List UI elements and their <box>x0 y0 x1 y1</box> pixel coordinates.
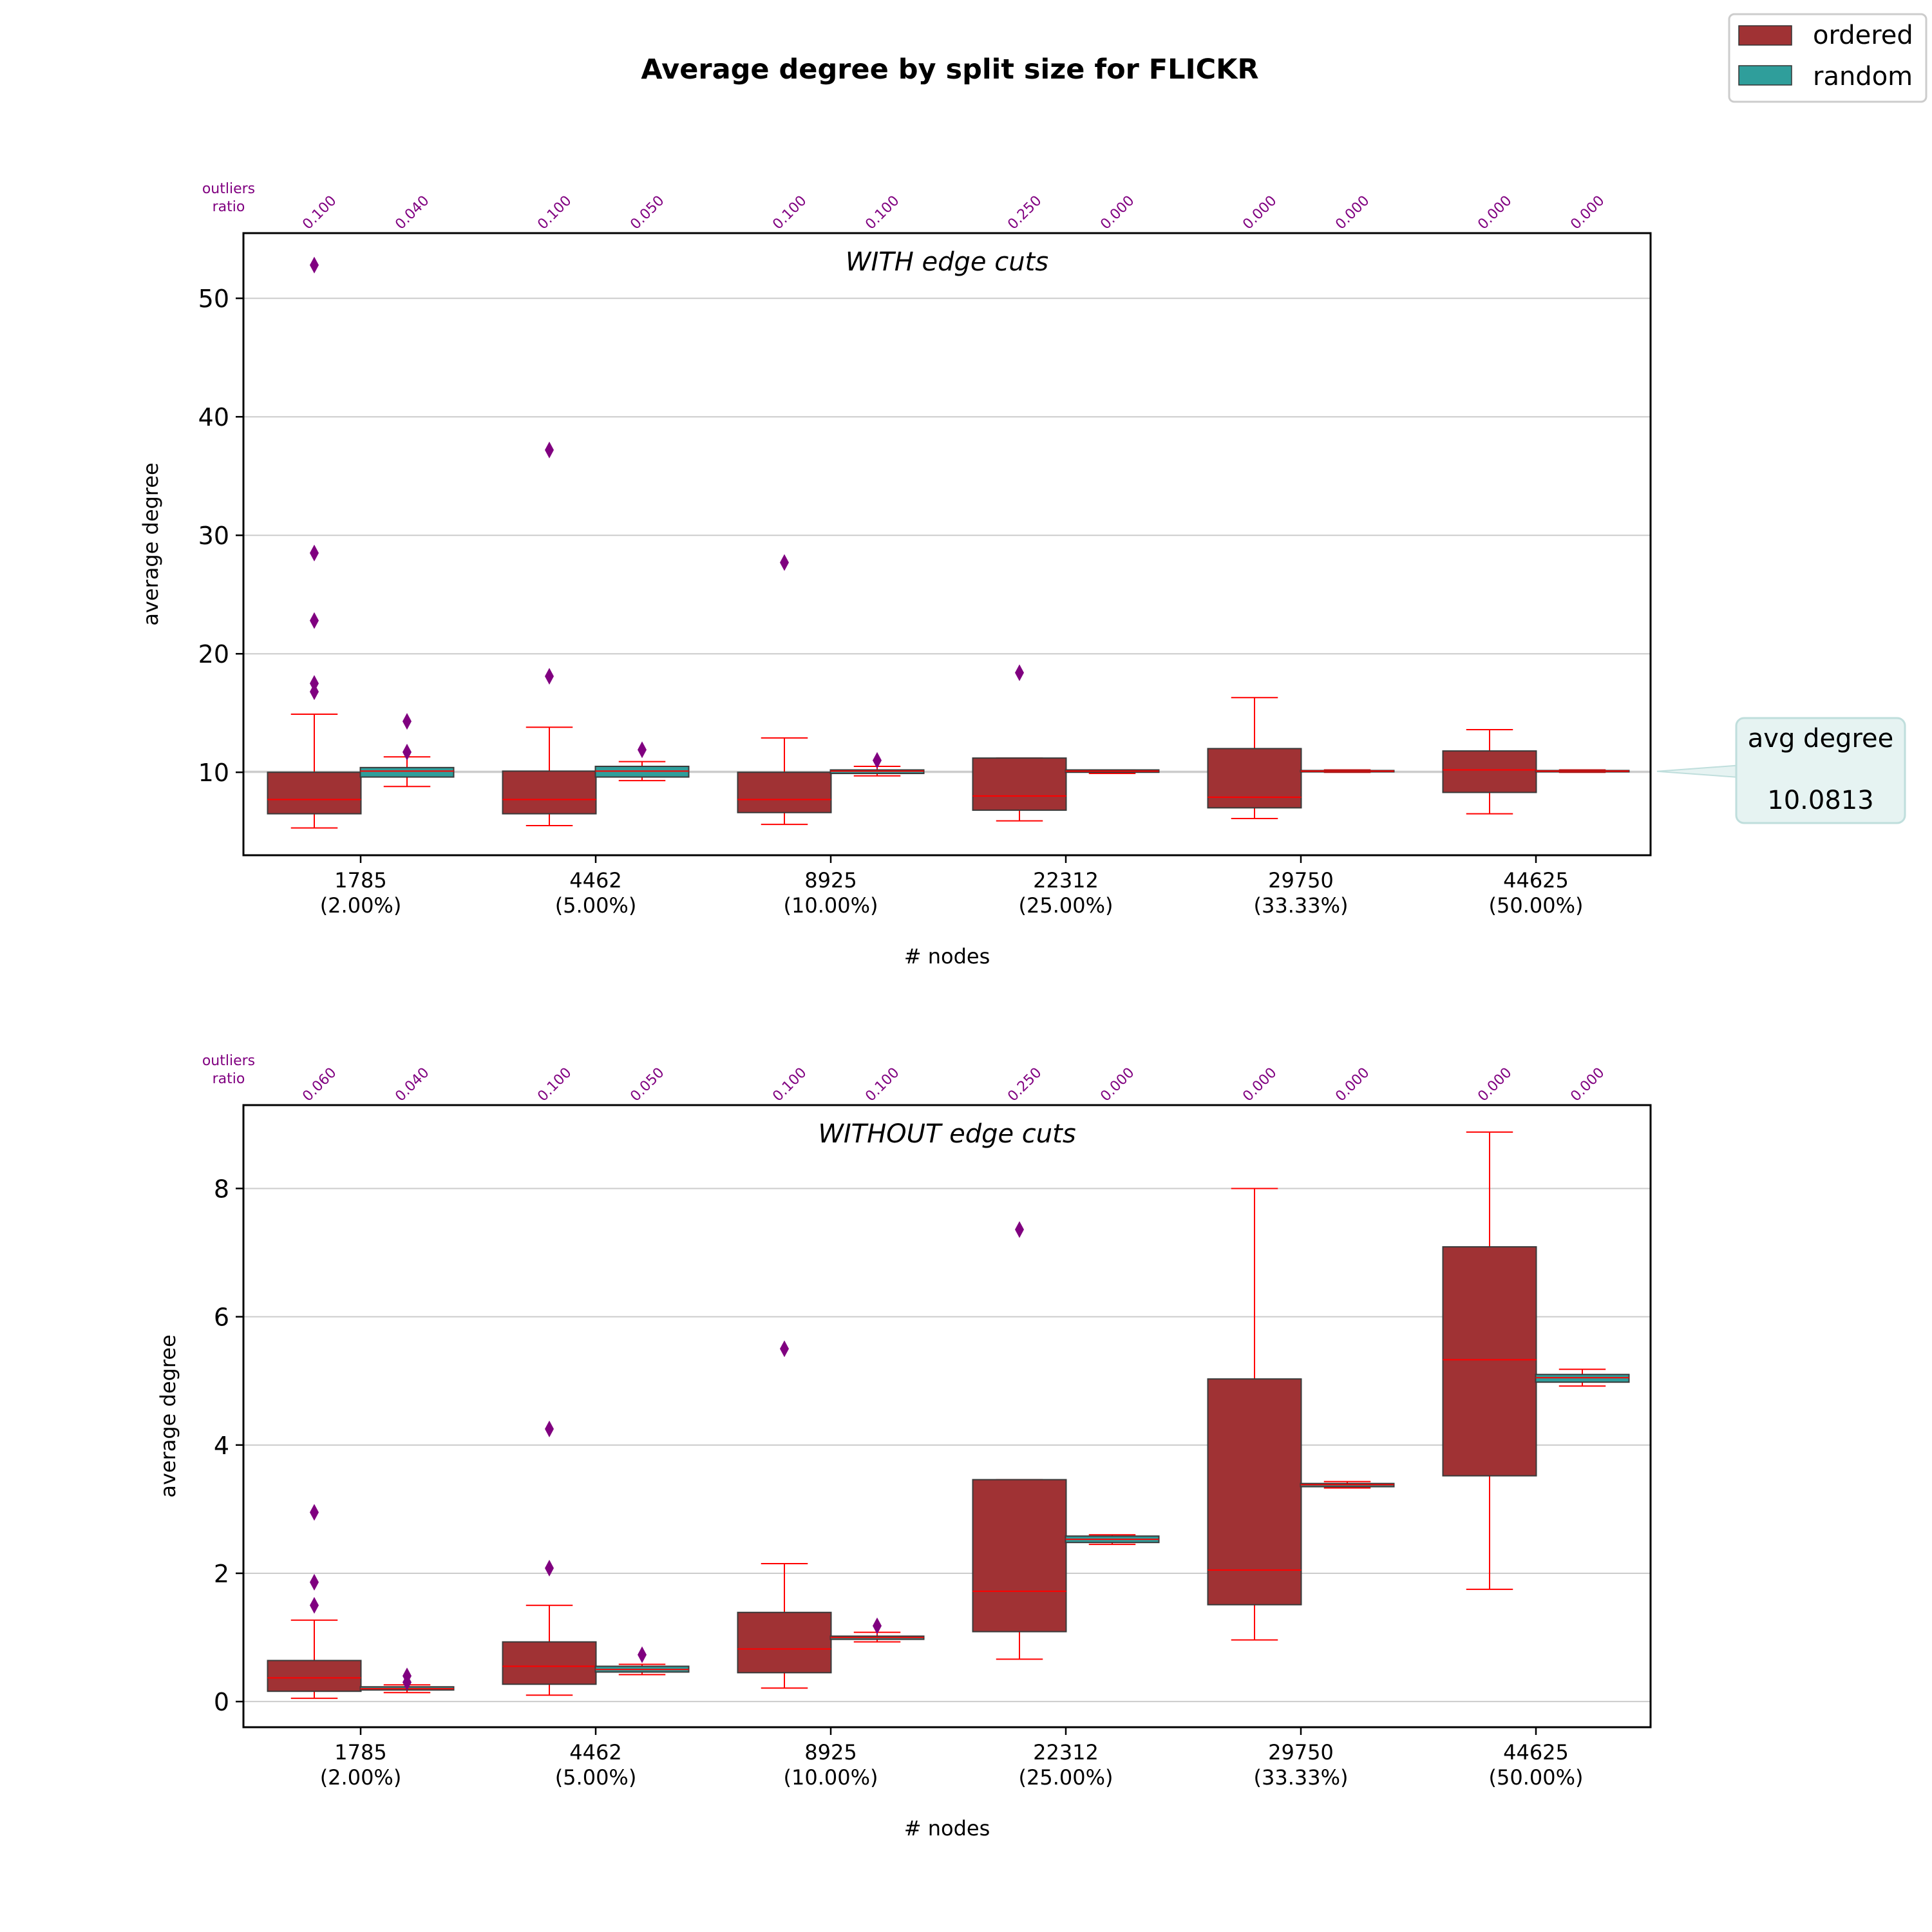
outlier-marker <box>873 1617 882 1634</box>
outliers-ratio-label: ratio <box>213 199 245 215</box>
x-tick-label-percent: (33.33%) <box>1254 1765 1349 1790</box>
y-tick-label: 2 <box>214 1560 229 1588</box>
x-axis-label: # nodes <box>904 944 990 969</box>
box-ordered <box>502 1641 597 1685</box>
x-tick-label-count: 44625 <box>1503 1740 1569 1765</box>
x-tick-label-percent: (33.33%) <box>1254 893 1349 918</box>
legend-label-random: random <box>1813 62 1913 91</box>
y-tick-label: 50 <box>198 285 229 313</box>
outlier-marker <box>638 741 647 759</box>
x-tick-label-count: 22312 <box>1033 1740 1099 1765</box>
y-tick-label: 6 <box>214 1303 229 1332</box>
x-axis-label: # nodes <box>904 1816 990 1841</box>
box-ordered <box>267 1660 362 1692</box>
x-tick-label-count: 4462 <box>569 1740 621 1765</box>
x-tick-label-percent: (10.00%) <box>784 893 878 918</box>
box-random <box>359 766 455 778</box>
annotation-value: 10.0813 <box>1767 786 1873 815</box>
x-tick-label-count: 29750 <box>1268 868 1334 893</box>
legend: ordered random <box>1728 13 1927 103</box>
box-ordered <box>1442 1246 1537 1477</box>
outlier-marker <box>310 612 319 629</box>
x-tick-label-percent: (25.00%) <box>1019 893 1113 918</box>
plot-frame <box>242 1104 1652 1728</box>
legend-swatch-ordered <box>1738 25 1792 46</box>
outlier-marker <box>310 675 319 692</box>
y-tick-label: 10 <box>198 759 229 787</box>
box-ordered <box>737 772 832 813</box>
x-tick-label-percent: (50.00%) <box>1489 893 1584 918</box>
annotation-label: avg degree <box>1748 724 1893 753</box>
outlier-marker <box>310 1573 319 1591</box>
x-tick-label-percent: (2.00%) <box>320 893 402 918</box>
chart-title: Average degree by split size for FLICKR <box>641 53 1258 86</box>
panel-subtitle: WITHOUT edge cuts <box>818 1119 1075 1149</box>
y-axis-label: average degree <box>156 1334 180 1497</box>
x-tick-label-percent: (5.00%) <box>555 893 637 918</box>
legend-swatch-random <box>1738 65 1792 86</box>
box-ordered <box>737 1611 832 1674</box>
avg-degree-annotation: avg degree 10.0813 <box>1656 717 1906 824</box>
panel-subtitle: WITH edge cuts <box>846 247 1048 277</box>
x-tick-label-percent: (2.00%) <box>320 1765 402 1790</box>
legend-label-ordered: ordered <box>1813 21 1913 50</box>
outlier-marker <box>638 1646 647 1663</box>
box-ordered <box>1442 750 1537 793</box>
outliers-ratio-label: outliers <box>202 181 255 197</box>
box-ordered <box>1207 748 1302 809</box>
x-tick-label-percent: (10.00%) <box>784 1765 878 1790</box>
outlier-marker <box>545 668 554 685</box>
x-tick-label-percent: (5.00%) <box>555 1765 637 1790</box>
outlier-marker <box>402 743 412 761</box>
x-tick-label-count: 1785 <box>334 1740 386 1765</box>
x-tick-label-count: 8925 <box>804 868 857 893</box>
outlier-marker <box>402 1667 412 1685</box>
outlier-marker <box>310 1504 319 1521</box>
x-tick-label-count: 22312 <box>1033 868 1099 893</box>
outlier-marker <box>780 1340 789 1358</box>
x-tick-label-count: 8925 <box>804 1740 857 1765</box>
box-ordered <box>502 770 597 815</box>
annotation-box <box>1735 717 1906 824</box>
box-ordered <box>972 757 1067 811</box>
outlier-marker <box>310 1596 319 1614</box>
outlier-marker <box>1015 1221 1024 1238</box>
plot-frame <box>242 232 1652 857</box>
outlier-marker <box>545 1560 554 1577</box>
x-tick-label-percent: (25.00%) <box>1019 1765 1113 1790</box>
outlier-marker <box>1015 664 1024 681</box>
x-tick-label-percent: (50.00%) <box>1489 1765 1584 1790</box>
outlier-marker <box>873 752 882 769</box>
x-tick-label-count: 1785 <box>334 868 386 893</box>
outlier-marker <box>545 1420 554 1437</box>
y-tick-label: 40 <box>198 403 229 431</box>
box-ordered <box>267 772 362 815</box>
outlier-marker <box>310 544 319 562</box>
y-axis-label: average degree <box>138 462 163 625</box>
y-tick-label: 4 <box>214 1432 229 1460</box>
x-tick-label-count: 29750 <box>1268 1740 1334 1765</box>
y-tick-label: 0 <box>214 1688 229 1716</box>
outlier-marker <box>402 713 412 730</box>
x-tick-label-count: 44625 <box>1503 868 1569 893</box>
outlier-marker <box>780 554 789 571</box>
outliers-ratio-label: outliers <box>202 1053 255 1069</box>
outliers-ratio-label: ratio <box>213 1071 245 1087</box>
y-tick-label: 30 <box>198 522 229 550</box>
x-tick-label-count: 4462 <box>569 868 621 893</box>
y-tick-label: 8 <box>214 1175 229 1203</box>
y-tick-label: 20 <box>198 640 229 668</box>
box-ordered <box>1207 1378 1302 1605</box>
outlier-marker <box>310 256 319 274</box>
box-ordered <box>972 1479 1067 1633</box>
outlier-marker <box>545 441 554 459</box>
